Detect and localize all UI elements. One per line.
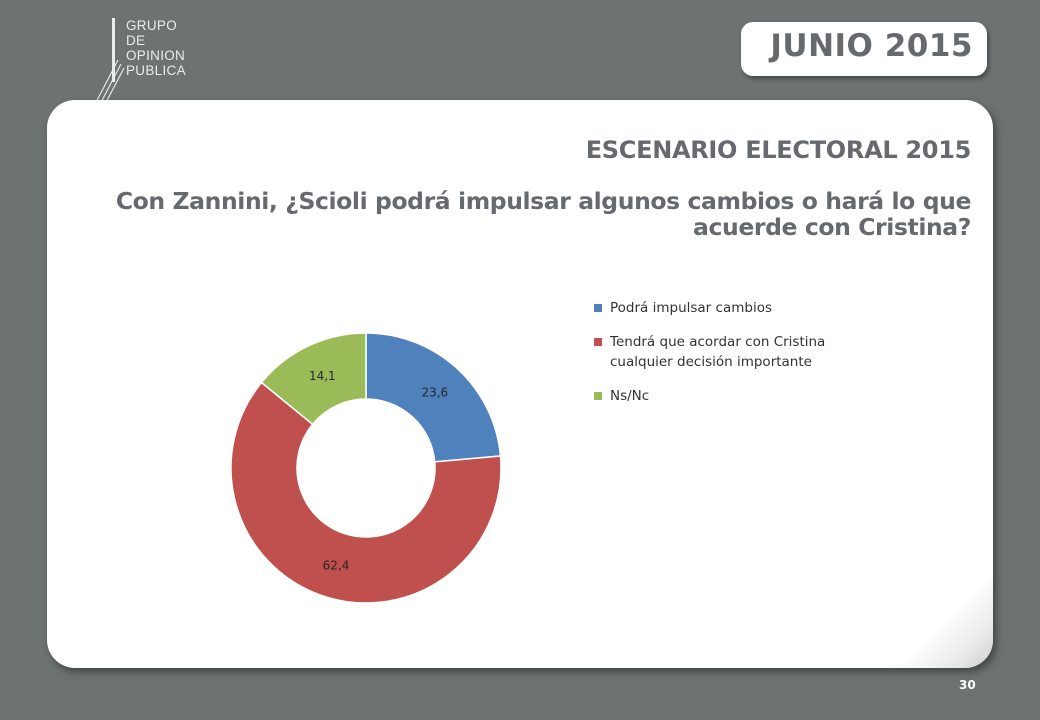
logo: GRUPO DE OPINION PUBLICA [88,12,218,111]
donut-slice [260,332,367,426]
donut-slice [230,381,502,604]
legend-label: Podrá impulsar cambios [610,300,772,316]
legend-swatch [594,304,602,312]
legend-label: Ns/Nc [610,388,650,404]
slice-value-label: 14,1 [309,369,336,383]
page-number: 30 [959,678,976,692]
slide-title: ESCENARIO ELECTORAL 2015 [585,136,972,164]
survey-question: Con Zannini, ¿Scioli podrá impulsar algu… [115,187,972,241]
logo-line: GRUPO [126,18,178,33]
legend-label: Tendrá que acordar con Cristina cualquie… [610,334,826,370]
page-curl [883,558,993,668]
legend-item: Podrá impulsar cambios [594,298,884,318]
logo-bar [112,18,115,82]
date-badge: JUNIO 2015 [741,22,987,76]
content-card: ESCENARIO ELECTORAL 2015 Con Zannini, ¿S… [47,100,993,668]
logo-line: OPINION [126,48,186,63]
logo-line: DE [126,33,146,48]
slice-value-label: 62,4 [323,558,350,572]
logo-line: PUBLICA [126,63,186,78]
legend-item: Tendrá que acordar con Cristina cualquie… [594,332,855,372]
logo-text: GRUPO DE OPINION PUBLICA [126,18,186,78]
donut-slice [365,332,502,463]
slice-value-label: 23,6 [421,386,448,400]
chart-legend: Podrá impulsar cambios Tendrá que acorda… [594,298,884,406]
legend-item: Ns/Nc [594,386,884,406]
legend-swatch [594,392,602,400]
legend-swatch [594,338,602,346]
date-label: JUNIO 2015 [770,28,973,64]
